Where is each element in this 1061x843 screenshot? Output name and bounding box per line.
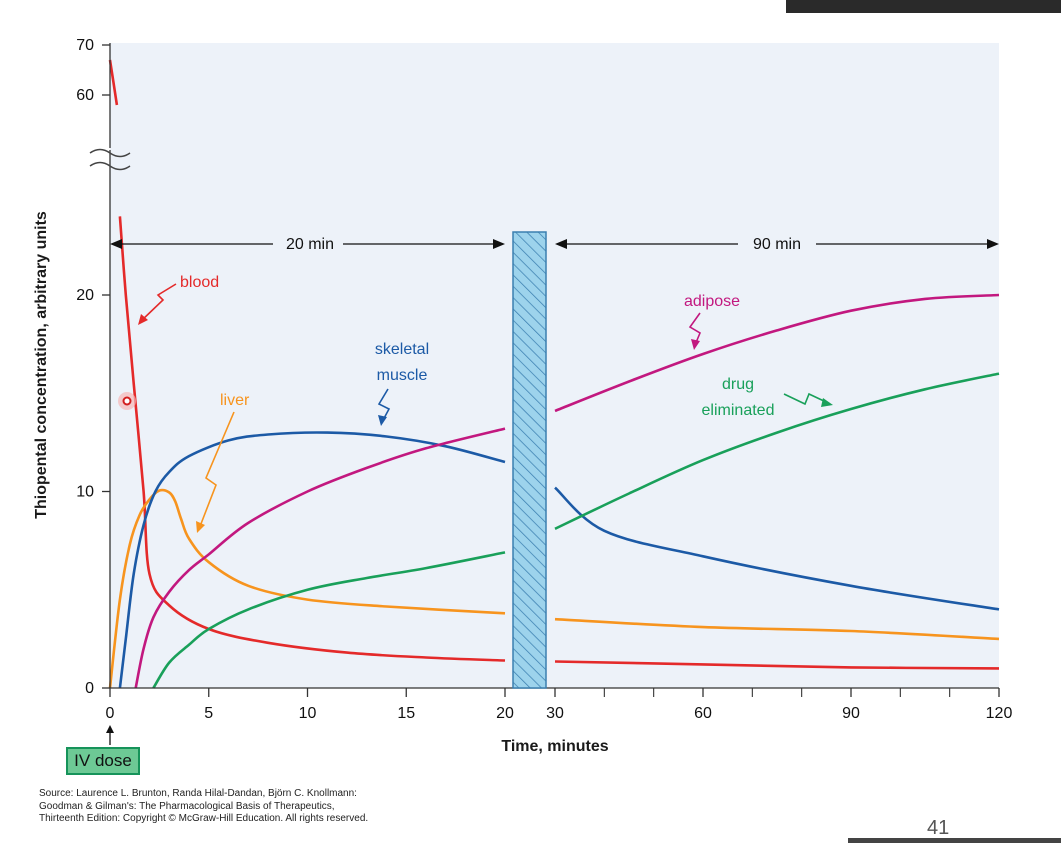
adipose-pointer-arrowhead: [691, 339, 700, 350]
x-tick-label: 60: [694, 705, 712, 722]
adipose-curve-late: [554, 293, 1000, 413]
iv-dose-arrowhead: [106, 725, 114, 733]
source-line-1: Source: Laurence L. Brunton, Randa Hilal…: [39, 788, 357, 799]
drug-eliminated-label-line2: eliminated: [702, 402, 775, 419]
blood-pointer-arrowhead: [138, 314, 148, 325]
iv-dose-box: IV dose: [66, 747, 140, 775]
skeletal-muscle-label-line1: skeletal: [375, 341, 429, 358]
y-axis-break-mark: [89, 148, 131, 171]
x-tick-label: 0: [106, 705, 115, 722]
skeletal-muscle-pointer: [377, 388, 391, 423]
cursor-dot: [122, 396, 132, 406]
interval-20-min-label: 20 min: [286, 236, 334, 253]
y-tick-label: 0: [85, 680, 94, 697]
adipose-pointer: [688, 312, 702, 346]
x-tick-label: 120: [986, 705, 1013, 722]
x-tick-label: 15: [397, 705, 415, 722]
time-break-bar: [512, 231, 547, 689]
skeletal-muscle-curve-late: [554, 486, 1000, 611]
drug-eliminated-curve-early: [152, 551, 506, 689]
y-axis-title: Thiopental concentration, arbitrary unit…: [33, 211, 50, 519]
source-citation: Source: Laurence L. Brunton, Randa Hilal…: [39, 788, 368, 826]
y-tick-label: 10: [76, 484, 94, 501]
source-line-3: Thirteenth Edition: Copyright © McGraw-H…: [39, 813, 369, 824]
photo-thumbnail-strip: [786, 0, 1061, 13]
blood-curve-late: [554, 660, 1000, 670]
liver-curve-late: [554, 617, 1000, 641]
x-tick-label: 30: [546, 705, 564, 722]
x-axis-title: Time, minutes: [501, 738, 608, 755]
drug-eliminated-pointer: [783, 392, 827, 406]
liver-pointer: [198, 411, 235, 530]
skeletal-muscle-curve-early: [118, 431, 506, 689]
page-number: 41: [927, 817, 950, 839]
drug-eliminated-curve-late: [554, 372, 1000, 530]
y-tick-label: 20: [76, 287, 94, 304]
adipose-label: adipose: [684, 293, 740, 310]
skeletal-muscle-pointer-arrowhead: [378, 415, 387, 426]
source-line-2: Goodman & Gilman's: The Pharmacological …: [39, 800, 335, 812]
liver-label: liver: [220, 392, 250, 409]
y-ticks: 0 10 20 60 70: [76, 37, 110, 697]
interval-20-min-arrow: [110, 239, 505, 249]
skeletal-muscle-label-line2: muscle: [377, 367, 428, 384]
x-tick-label: 5: [204, 705, 213, 722]
interval-90-min-arrow: [555, 239, 999, 249]
drug-eliminated-label-line1: drug: [722, 376, 754, 393]
blood-pointer: [139, 283, 177, 323]
y-tick-label: 60: [76, 87, 94, 104]
x-ticks: 0 5 10 15 20 30 60 90 120: [106, 688, 1013, 722]
page-footer-bar: [848, 838, 1061, 843]
interval-90-min-label: 90 min: [753, 236, 801, 253]
curves-layer: [108, 59, 1000, 689]
y-tick-label: 70: [76, 37, 94, 54]
liver-pointer-arrowhead: [196, 521, 205, 533]
adipose-curve-early: [134, 427, 506, 689]
x-tick-label: 10: [299, 705, 317, 722]
liver-curve-early: [108, 488, 506, 689]
plot-background: [110, 43, 999, 688]
x-tick-label: 20: [496, 705, 514, 722]
blood-label: blood: [180, 274, 219, 291]
x-tick-label: 90: [842, 705, 860, 722]
drug-eliminated-pointer-arrowhead: [821, 398, 833, 407]
